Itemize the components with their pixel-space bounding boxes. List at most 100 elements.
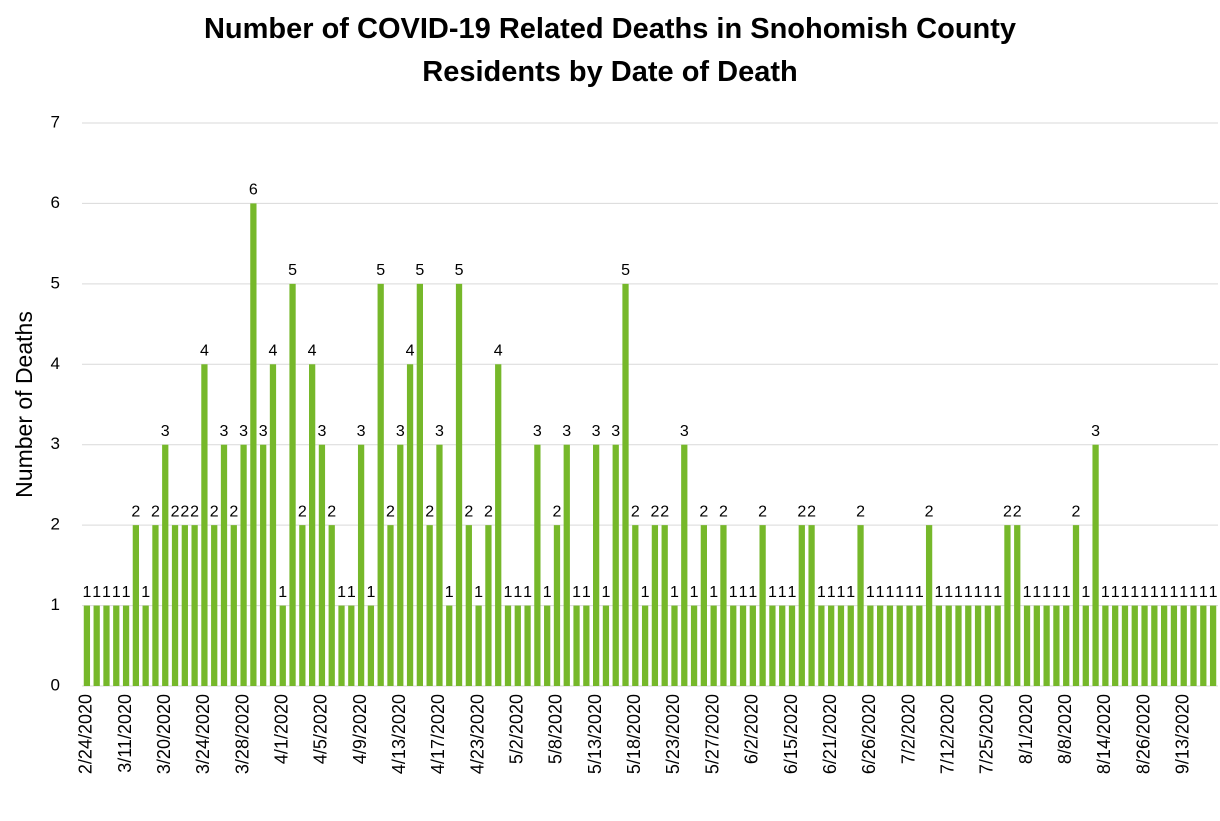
bar	[798, 525, 805, 686]
data-label: 2	[229, 503, 238, 520]
data-label: 1	[474, 584, 483, 601]
x-tick-label: 3/11/2020	[115, 694, 135, 773]
data-label: 1	[788, 584, 797, 601]
data-label: 3	[562, 423, 571, 440]
x-tick-label: 3/28/2020	[232, 694, 252, 774]
data-label: 2	[807, 503, 816, 520]
data-label: 2	[425, 503, 434, 520]
bar	[318, 444, 326, 686]
bar	[406, 364, 414, 686]
bar	[416, 283, 423, 686]
x-tick-label: 4/5/2020	[311, 694, 331, 764]
chart-title: Number of COVID-19 Related Deaths in Sno…	[203, 13, 1017, 88]
bar	[818, 605, 825, 686]
bar	[348, 605, 355, 686]
data-label: 1	[739, 584, 748, 601]
data-label: 1	[983, 584, 992, 601]
bar	[739, 605, 747, 686]
data-label: 1	[954, 584, 963, 601]
bar	[730, 605, 737, 686]
bar	[925, 525, 933, 686]
data-label: 1	[846, 584, 855, 601]
bar	[710, 605, 717, 686]
x-tick-label: 5/13/2020	[585, 694, 605, 774]
y-tick-label: 7	[51, 112, 60, 131]
data-label: 1	[641, 584, 650, 601]
data-label: 2	[464, 503, 473, 520]
data-label: 1	[993, 584, 1002, 601]
data-label: 1	[601, 584, 610, 601]
y-tick-label: 5	[51, 273, 60, 292]
data-label: 1	[504, 584, 513, 601]
y-axis-label: Number of Deaths	[11, 311, 37, 498]
x-tick-label: 9/13/2020	[1172, 694, 1192, 774]
data-label: 2	[797, 503, 806, 520]
bar	[534, 444, 541, 686]
data-label: 1	[690, 584, 699, 601]
data-label: 1	[729, 584, 738, 601]
bar	[847, 605, 854, 686]
data-label: 2	[758, 503, 767, 520]
x-tick-label: 4/17/2020	[428, 694, 448, 774]
data-label: 1	[768, 584, 777, 601]
data-label: 1	[817, 584, 826, 601]
data-label: 2	[1072, 503, 1081, 520]
data-label: 1	[974, 584, 983, 601]
bar	[994, 605, 1001, 686]
bar	[867, 605, 874, 686]
data-label: 4	[269, 343, 278, 360]
bar	[367, 605, 375, 686]
x-tick-label: 5/23/2020	[663, 694, 683, 774]
bar	[162, 444, 169, 686]
data-label: 4	[200, 343, 209, 360]
data-label: 1	[827, 584, 836, 601]
bar	[632, 525, 639, 686]
bar	[1180, 605, 1187, 686]
bar	[1033, 605, 1040, 686]
bar	[1151, 605, 1158, 686]
data-label: 3	[357, 423, 366, 440]
data-label: 2	[298, 503, 307, 520]
data-label: 1	[1160, 584, 1169, 601]
bar	[495, 364, 502, 686]
x-tick-label: 2/24/2020	[76, 694, 96, 774]
x-tick-label: 7/25/2020	[977, 694, 997, 774]
data-label: 1	[964, 584, 973, 601]
data-label: 6	[249, 182, 258, 199]
bar	[1141, 605, 1148, 686]
data-label: 1	[1081, 584, 1090, 601]
bar	[974, 605, 982, 686]
bar	[279, 605, 286, 686]
data-label: 5	[376, 262, 385, 279]
bar	[1023, 605, 1031, 686]
bar	[1102, 605, 1109, 686]
data-label: 1	[337, 584, 346, 601]
bar	[945, 605, 952, 686]
data-label: 1	[366, 584, 375, 601]
data-label: 5	[415, 262, 424, 279]
data-label: 1	[92, 584, 101, 601]
bar	[1200, 605, 1207, 686]
data-label: 1	[513, 584, 522, 601]
data-label: 1	[670, 584, 679, 601]
bar	[641, 605, 649, 686]
data-label: 5	[288, 262, 297, 279]
data-label: 2	[131, 503, 140, 520]
bar	[240, 444, 247, 686]
data-label: 3	[220, 423, 229, 440]
bar	[397, 444, 404, 686]
x-tick-label: 6/15/2020	[781, 694, 801, 774]
data-label: 2	[925, 503, 934, 520]
x-tick-label: 6/26/2020	[859, 694, 879, 774]
data-label: 2	[699, 503, 708, 520]
bar	[749, 605, 756, 686]
bar	[984, 605, 991, 686]
x-tick-label: 8/8/2020	[1055, 694, 1075, 764]
data-label: 1	[778, 584, 787, 601]
data-label: 2	[180, 503, 189, 520]
data-label: 1	[1062, 584, 1071, 601]
bar	[377, 283, 384, 686]
data-label: 1	[1150, 584, 1159, 601]
bar	[309, 364, 316, 686]
data-label: 1	[895, 584, 904, 601]
